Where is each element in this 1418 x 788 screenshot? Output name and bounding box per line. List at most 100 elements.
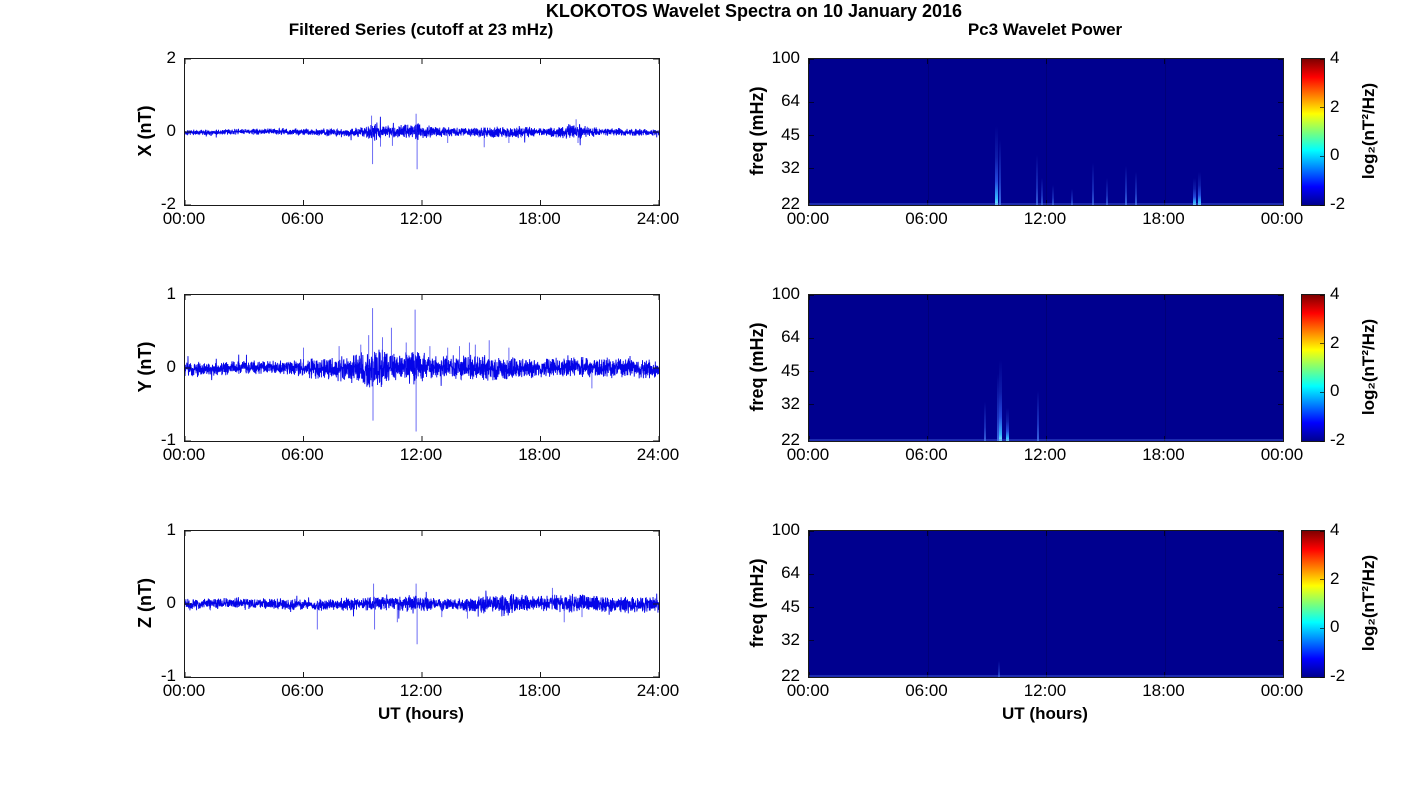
freq-tick-label: 22 bbox=[781, 666, 800, 685]
heatmap-gridline bbox=[1164, 59, 1166, 205]
wavelet-streak bbox=[1070, 188, 1073, 205]
colorbar-tick-mark bbox=[1320, 294, 1324, 296]
freq-tick-label: 32 bbox=[781, 157, 800, 177]
heatmap-gridline bbox=[927, 531, 929, 677]
colorbar-tick-label: 4 bbox=[1330, 48, 1340, 67]
colorbar-tick-label: 4 bbox=[1330, 284, 1340, 303]
colorbar-tick-label: 2 bbox=[1330, 96, 1340, 116]
heatmap-gridline bbox=[927, 59, 929, 205]
x-tick-label: 18:00 bbox=[1142, 445, 1185, 464]
x-tick-label: 06:00 bbox=[281, 209, 324, 228]
x-tick-label: 18:00 bbox=[518, 681, 561, 700]
freq-tick-label: 100 bbox=[771, 48, 800, 67]
colorbar bbox=[1301, 58, 1325, 206]
heatmap-tick-mark bbox=[1278, 404, 1283, 406]
heatmap-tick-mark bbox=[809, 59, 810, 64]
heatmap-bottom-band bbox=[809, 439, 1283, 441]
x-tick-label: 24:00 bbox=[636, 681, 680, 700]
colorbar-tick-mark bbox=[1320, 391, 1324, 393]
freq-tick-label: 64 bbox=[781, 327, 800, 347]
heatmap-tick-mark bbox=[1278, 204, 1283, 205]
heatmap-tick-mark bbox=[1282, 59, 1283, 64]
heatmap-tick-mark bbox=[1278, 168, 1283, 170]
freq-tick-label: 45 bbox=[781, 360, 800, 380]
wavelet-streak bbox=[1197, 171, 1201, 205]
heatmap-tick-mark bbox=[1278, 640, 1283, 642]
x-tick-label: 00:00 bbox=[162, 681, 206, 700]
y-tick-label: 1 bbox=[166, 520, 176, 539]
freq-tick-label: 32 bbox=[781, 629, 800, 649]
x-tick-label: 12:00 bbox=[399, 445, 443, 464]
x-tick-label: 00:00 bbox=[786, 209, 830, 228]
heatmap-tick-mark bbox=[1045, 59, 1047, 64]
colorbar-tick-label: -2 bbox=[1330, 666, 1346, 685]
colorbar-tick-mark bbox=[1320, 627, 1324, 629]
figure-title: KLOKOTOS Wavelet Spectra on 10 January 2… bbox=[545, 1, 963, 21]
wavelet-streak bbox=[1192, 178, 1196, 205]
x-tick-label: 12:00 bbox=[1023, 209, 1067, 228]
heatmap-gridline bbox=[1164, 295, 1166, 441]
heatmap-gridline bbox=[1046, 59, 1047, 205]
wavelet-streak bbox=[1106, 178, 1109, 205]
wavelet-streak bbox=[983, 401, 986, 441]
colorbar bbox=[1301, 530, 1325, 678]
x-tick-label: 06:00 bbox=[281, 681, 324, 700]
heatmap-tick-mark bbox=[1282, 436, 1283, 441]
x-tick-label: 18:00 bbox=[518, 445, 561, 464]
heatmap-tick-mark bbox=[809, 672, 810, 677]
y-tick-label: 2 bbox=[166, 48, 176, 67]
freq-tick-label: 32 bbox=[781, 393, 800, 413]
timeseries-svg bbox=[184, 58, 660, 206]
x-tick-label: 00:00 bbox=[1260, 681, 1304, 700]
wavelet-streak bbox=[1134, 171, 1137, 205]
colorbar-tick-mark bbox=[1320, 440, 1324, 442]
heatmap-tick-mark bbox=[809, 371, 814, 373]
heatmap-tick-mark bbox=[809, 404, 814, 406]
heatmap-tick-mark bbox=[1282, 672, 1283, 677]
wavelet-streak bbox=[1006, 407, 1009, 441]
x-tick-label: 18:00 bbox=[518, 209, 561, 228]
heatmap-tick-mark bbox=[1278, 676, 1283, 677]
y-tick-label: -2 bbox=[160, 194, 176, 213]
heatmap-tick-mark bbox=[1278, 440, 1283, 441]
heatmap-tick-mark bbox=[1278, 531, 1283, 532]
heatmap-gridline bbox=[1164, 531, 1166, 677]
wavelet-streak bbox=[1125, 165, 1127, 205]
heatmap-tick-mark bbox=[809, 204, 814, 205]
heatmap-tick-mark bbox=[809, 607, 814, 609]
colorbar-tick-label: 4 bbox=[1330, 520, 1340, 539]
colorbar-tick-mark bbox=[1320, 107, 1324, 109]
colorbar-tick-label: 0 bbox=[1330, 145, 1340, 165]
heatmap-tick-mark bbox=[1164, 295, 1165, 300]
heatmap-tick-mark bbox=[809, 59, 814, 60]
heatmap-tick-mark bbox=[809, 531, 814, 532]
x-tick-label: 24:00 bbox=[636, 445, 680, 464]
z-wavelet-plot bbox=[808, 530, 1284, 678]
heatmap-tick-mark bbox=[927, 295, 928, 300]
colorbar-label: log₂(nT²/Hz) bbox=[1359, 554, 1378, 652]
spike-path bbox=[316, 583, 583, 645]
heatmap-gridline bbox=[1046, 295, 1047, 441]
y-tick-label: 0 bbox=[166, 357, 176, 376]
x-tick-label: 06:00 bbox=[905, 681, 948, 700]
heatmap-tick-mark bbox=[1282, 531, 1283, 536]
wavelet-streak bbox=[999, 359, 1003, 441]
heatmap-tick-mark bbox=[1278, 295, 1283, 296]
heatmap-tick-mark bbox=[809, 573, 814, 575]
freq-tick-label: 100 bbox=[771, 520, 800, 539]
heatmap-tick-mark bbox=[1045, 672, 1047, 677]
x-tick-label: 00:00 bbox=[786, 681, 830, 700]
freq-tick-label: 45 bbox=[781, 124, 800, 144]
freq-tick-label: 45 bbox=[781, 596, 800, 616]
heatmap-tick-mark bbox=[1045, 295, 1047, 300]
heatmap-tick-mark bbox=[927, 436, 928, 441]
heatmap-tick-mark bbox=[1278, 337, 1283, 339]
colorbar-tick-mark bbox=[1320, 579, 1324, 581]
colorbar-label: log₂(nT²/Hz) bbox=[1359, 82, 1378, 180]
signal-path bbox=[184, 349, 660, 388]
heatmap-tick-mark bbox=[1045, 531, 1047, 536]
heatmap-bottom-band bbox=[809, 675, 1283, 677]
freq-tick-label: 64 bbox=[781, 91, 800, 111]
x-tick-label: 00:00 bbox=[1260, 209, 1304, 228]
